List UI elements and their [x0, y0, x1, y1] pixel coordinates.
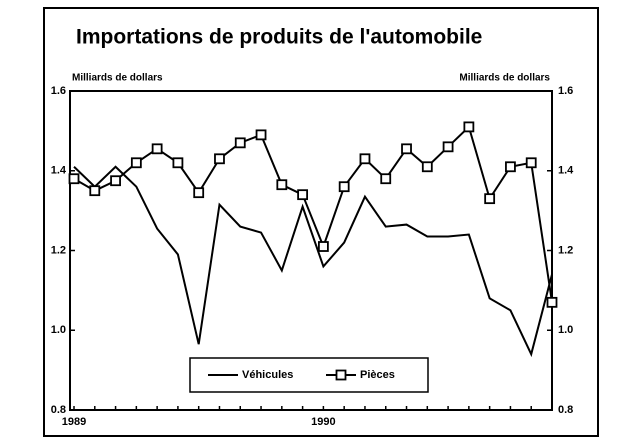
point-marker — [214, 153, 225, 165]
point-marker — [172, 157, 184, 169]
y2-axis-label: Milliards de dollars — [459, 73, 550, 84]
series-line — [73, 165, 553, 358]
series-line — [73, 125, 553, 303]
y-tick-label: 1.2 — [51, 244, 66, 256]
y-tick-label: 1.0 — [51, 324, 66, 336]
point-marker — [338, 181, 350, 193]
y2-tick-label: 1.2 — [558, 244, 573, 256]
x-tick-label: 1989 — [62, 416, 86, 428]
point-marker — [546, 296, 558, 308]
point-marker — [484, 193, 496, 205]
point-marker — [89, 185, 101, 197]
point-marker — [463, 121, 475, 133]
point-marker — [110, 175, 121, 187]
y2-tick-label: 1.6 — [558, 85, 573, 97]
point-marker — [442, 141, 454, 153]
point-marker — [421, 161, 433, 173]
point-marker — [505, 161, 516, 173]
point-marker — [297, 189, 309, 201]
y-axis-label: Milliards de dollars — [72, 73, 163, 84]
y2-tick-label: 1.4 — [558, 165, 574, 177]
legend-marker — [335, 369, 347, 381]
y2-tick-label: 0.8 — [558, 404, 573, 416]
x-tick-label: 1990 — [311, 416, 335, 428]
y-tick-label: 1.6 — [51, 85, 66, 97]
point-marker — [525, 157, 537, 169]
point-marker — [359, 153, 371, 165]
point-marker — [255, 129, 267, 141]
point-marker — [380, 173, 392, 185]
legend-label: Véhicules — [242, 369, 293, 381]
frame — [43, 7, 599, 437]
point-marker — [276, 179, 288, 191]
point-marker — [130, 157, 142, 169]
point-marker — [317, 241, 329, 252]
point-marker — [234, 137, 246, 149]
y-tick-label: 0.8 — [51, 404, 66, 416]
point-marker — [193, 187, 205, 199]
point-marker — [151, 143, 163, 155]
chart-title: Importations de produits de l'automobile — [76, 26, 482, 49]
y2-tick-label: 1.0 — [558, 324, 573, 336]
legend-label: Pièces — [360, 369, 395, 381]
y-tick-label: 1.4 — [51, 165, 67, 177]
point-marker — [68, 173, 80, 185]
point-marker — [401, 143, 412, 155]
